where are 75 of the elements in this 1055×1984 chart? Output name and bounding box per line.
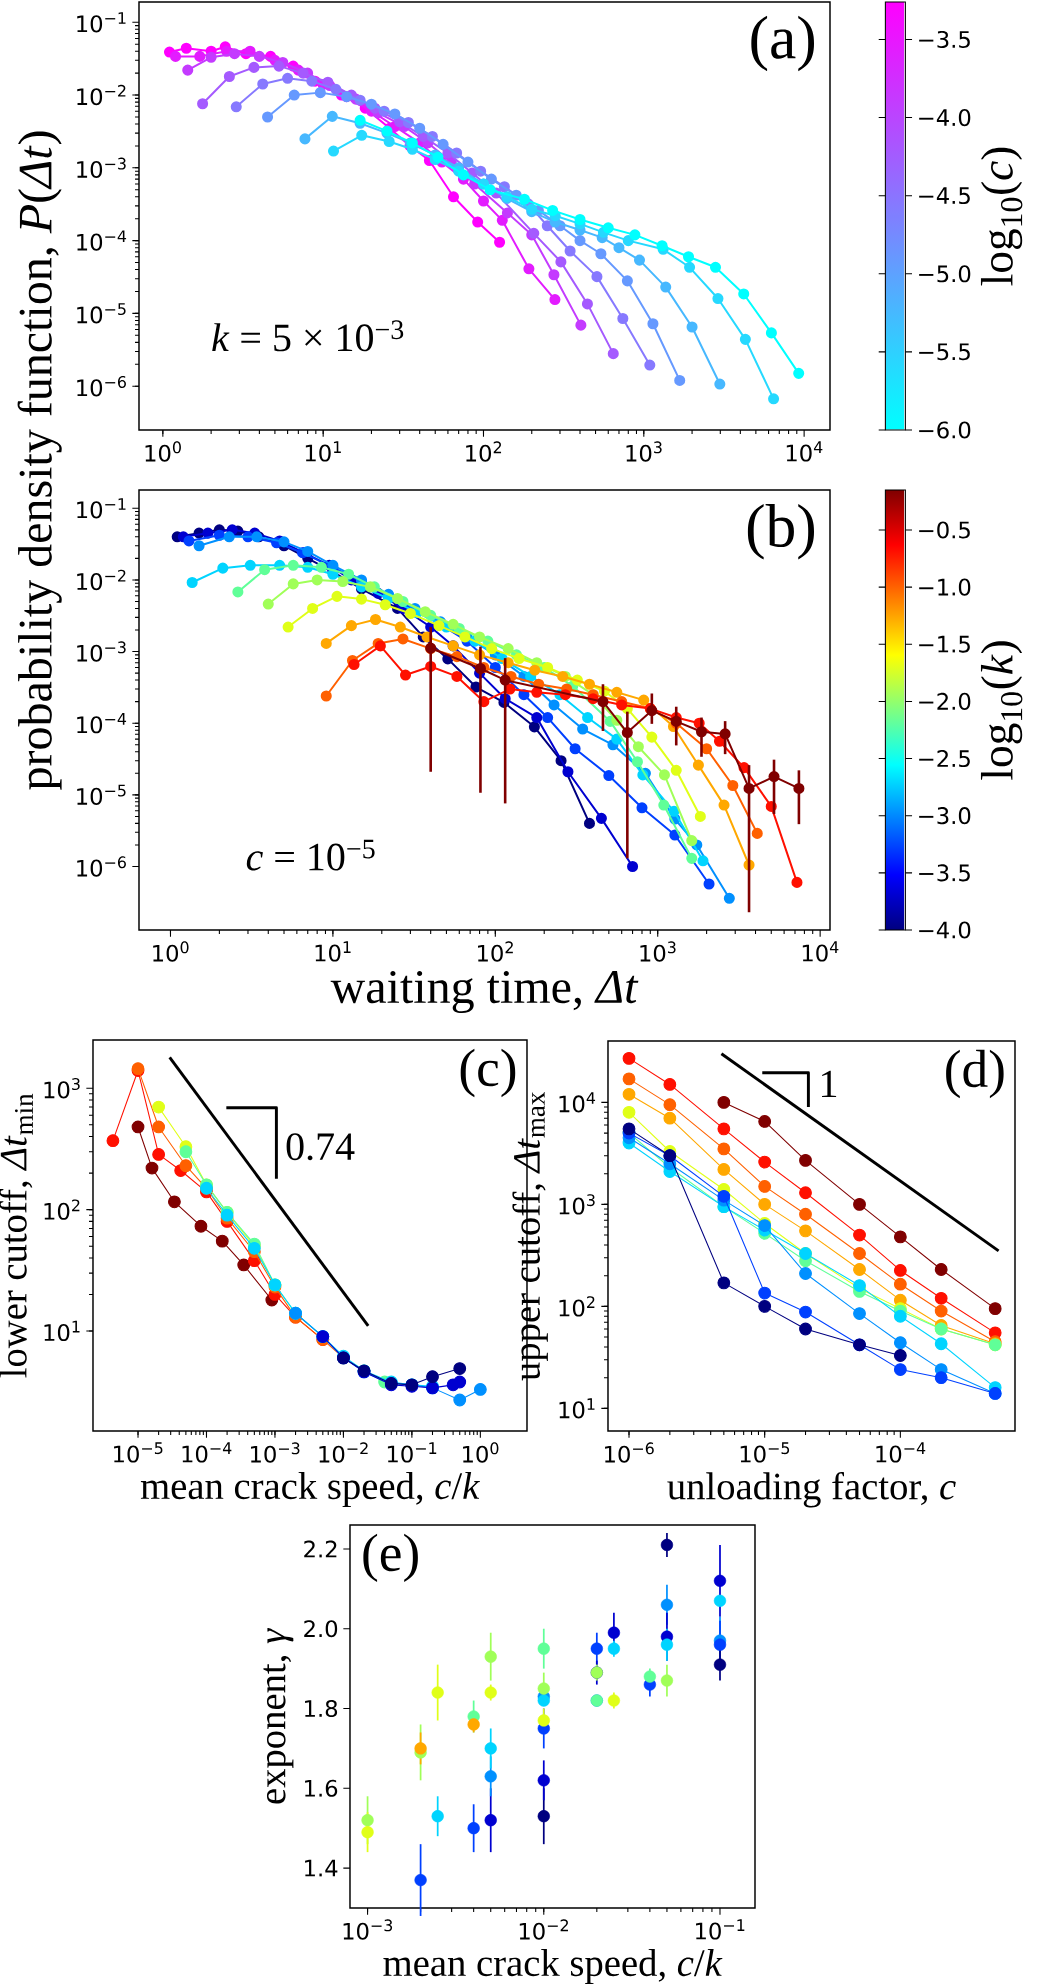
y-tick-label: 10$^{−4}$ — [77, 713, 127, 734]
y-tick-label: 1.8 — [305, 1699, 338, 1718]
color-bar-label: −0.5 — [919, 521, 970, 539]
x-tick-label: 10$^{4}$ — [786, 441, 823, 462]
x-tick-label: 10$^{−2}$ — [519, 1919, 568, 1940]
y-tick-label: 10$^{3}$ — [559, 1194, 595, 1215]
x-tick-label: 10$^{2}$ — [466, 441, 502, 462]
y-tick-label: 10$^{−2}$ — [77, 569, 126, 591]
x-tick-label: 10$^{2}$ — [478, 941, 513, 962]
annotation: (a) — [751, 15, 815, 72]
y-tick-label: 2.2 — [304, 1540, 337, 1558]
color-bar-label: −2.0 — [919, 692, 971, 710]
x-tick-label: 10$^{−5}$ — [114, 1442, 163, 1463]
y-tick-label: 2.0 — [304, 1620, 338, 1638]
x-tick-label: 10$^{−3}$ — [250, 1442, 300, 1463]
color-bar-label: −1.5 — [919, 635, 970, 653]
y-tick-label: 10$^{4}$ — [559, 1092, 596, 1113]
x-tick-label: 10$^{−1}$ — [696, 1919, 745, 1940]
color-bar-label: −4.0 — [919, 921, 971, 939]
color-bar-label: −3.0 — [919, 807, 971, 825]
x-tick-label: 10$^{0}$ — [463, 1442, 499, 1463]
x-tick-label: 10$^{0}$ — [145, 441, 181, 462]
annotation: (d) — [946, 1049, 1004, 1099]
x-tick-label: 10$^{−5}$ — [740, 1442, 790, 1463]
x-tick-label: 10$^{−1}$ — [387, 1442, 437, 1463]
y-tick-label: 10$^{−5}$ — [77, 784, 126, 805]
y-tick-label: 10$^{−1}$ — [77, 498, 126, 519]
y-tick-label: 1.6 — [305, 1779, 338, 1797]
x-tick-label: 10$^{−4}$ — [182, 1442, 232, 1463]
y-tick-label: 10$^{−1}$ — [77, 12, 126, 33]
annotation: (e) — [363, 1533, 418, 1583]
y-tick-label: 10$^{−4}$ — [77, 230, 127, 251]
color-bar-label: −5.0 — [919, 265, 971, 283]
x-axis-title: unloading factor, c — [667, 1471, 956, 1508]
y-tick-label: 10$^{−6}$ — [77, 375, 126, 397]
color-bar-title: log$_{10}$(k) — [980, 641, 1023, 780]
annotation: 0.74 — [286, 1133, 355, 1161]
color-bar-label: −4.5 — [919, 187, 970, 205]
y-tick-label: 1.4 — [305, 1859, 338, 1877]
color-bar-label: −6.0 — [919, 421, 971, 439]
color-bar-label: −3.5 — [919, 864, 970, 882]
color-bar-label: −4.0 — [919, 108, 971, 127]
color-bar-label: −1.0 — [919, 578, 971, 596]
y-tick-label: 10$^{3}$ — [44, 1078, 80, 1099]
x-axis-title: waiting time, Δt — [330, 970, 639, 1014]
y-axis-title: exponent, γ — [263, 1627, 294, 1804]
x-tick-label: 10$^{0}$ — [153, 941, 189, 962]
color-bar-label: −3.5 — [919, 30, 970, 49]
x-axis-title: mean crack speed, c/k — [140, 1471, 480, 1508]
x-tick-label: 10$^{3}$ — [626, 441, 662, 462]
annotation: (b) — [747, 503, 815, 560]
x-tick-label: 10$^{3}$ — [640, 941, 676, 962]
annotation: 1 — [822, 1070, 837, 1098]
y-axis-title: probability density function, P(Δt) — [17, 131, 62, 790]
y-tick-label: 10$^{−3}$ — [77, 641, 126, 662]
y-tick-label: 10$^{−2}$ — [77, 84, 126, 106]
x-tick-label: 10$^{−4}$ — [876, 1442, 926, 1463]
x-tick-label: 10$^{−6}$ — [605, 1442, 654, 1463]
x-axis-title: mean crack speed, c/k — [383, 1948, 723, 1984]
annotation: c = 10$^{−5}$ — [246, 839, 375, 871]
color-bar-label: −2.5 — [919, 749, 970, 768]
y-tick-label: 10$^{−5}$ — [77, 303, 126, 324]
x-tick-label: 10$^{−2}$ — [319, 1442, 368, 1463]
x-tick-label: 10$^{4}$ — [802, 941, 839, 962]
y-tick-label: 10$^{1}$ — [559, 1398, 595, 1419]
x-tick-label: 10$^{−3}$ — [343, 1919, 393, 1940]
annotation: k = 5 × 10$^{−3}$ — [212, 320, 404, 352]
y-tick-label: 10$^{−3}$ — [77, 157, 126, 179]
y-tick-label: 10$^{1}$ — [44, 1320, 80, 1342]
color-bar-title: log$_{10}$(c) — [980, 147, 1023, 286]
y-tick-label: 10$^{−6}$ — [77, 856, 126, 877]
color-bar-label: −5.5 — [919, 343, 970, 361]
y-tick-label: 10$^{2}$ — [559, 1296, 595, 1317]
y-axis-title: lower cutoff, Δt$_{min}$ — [0, 1093, 33, 1378]
y-tick-label: 10$^{2}$ — [44, 1199, 80, 1220]
